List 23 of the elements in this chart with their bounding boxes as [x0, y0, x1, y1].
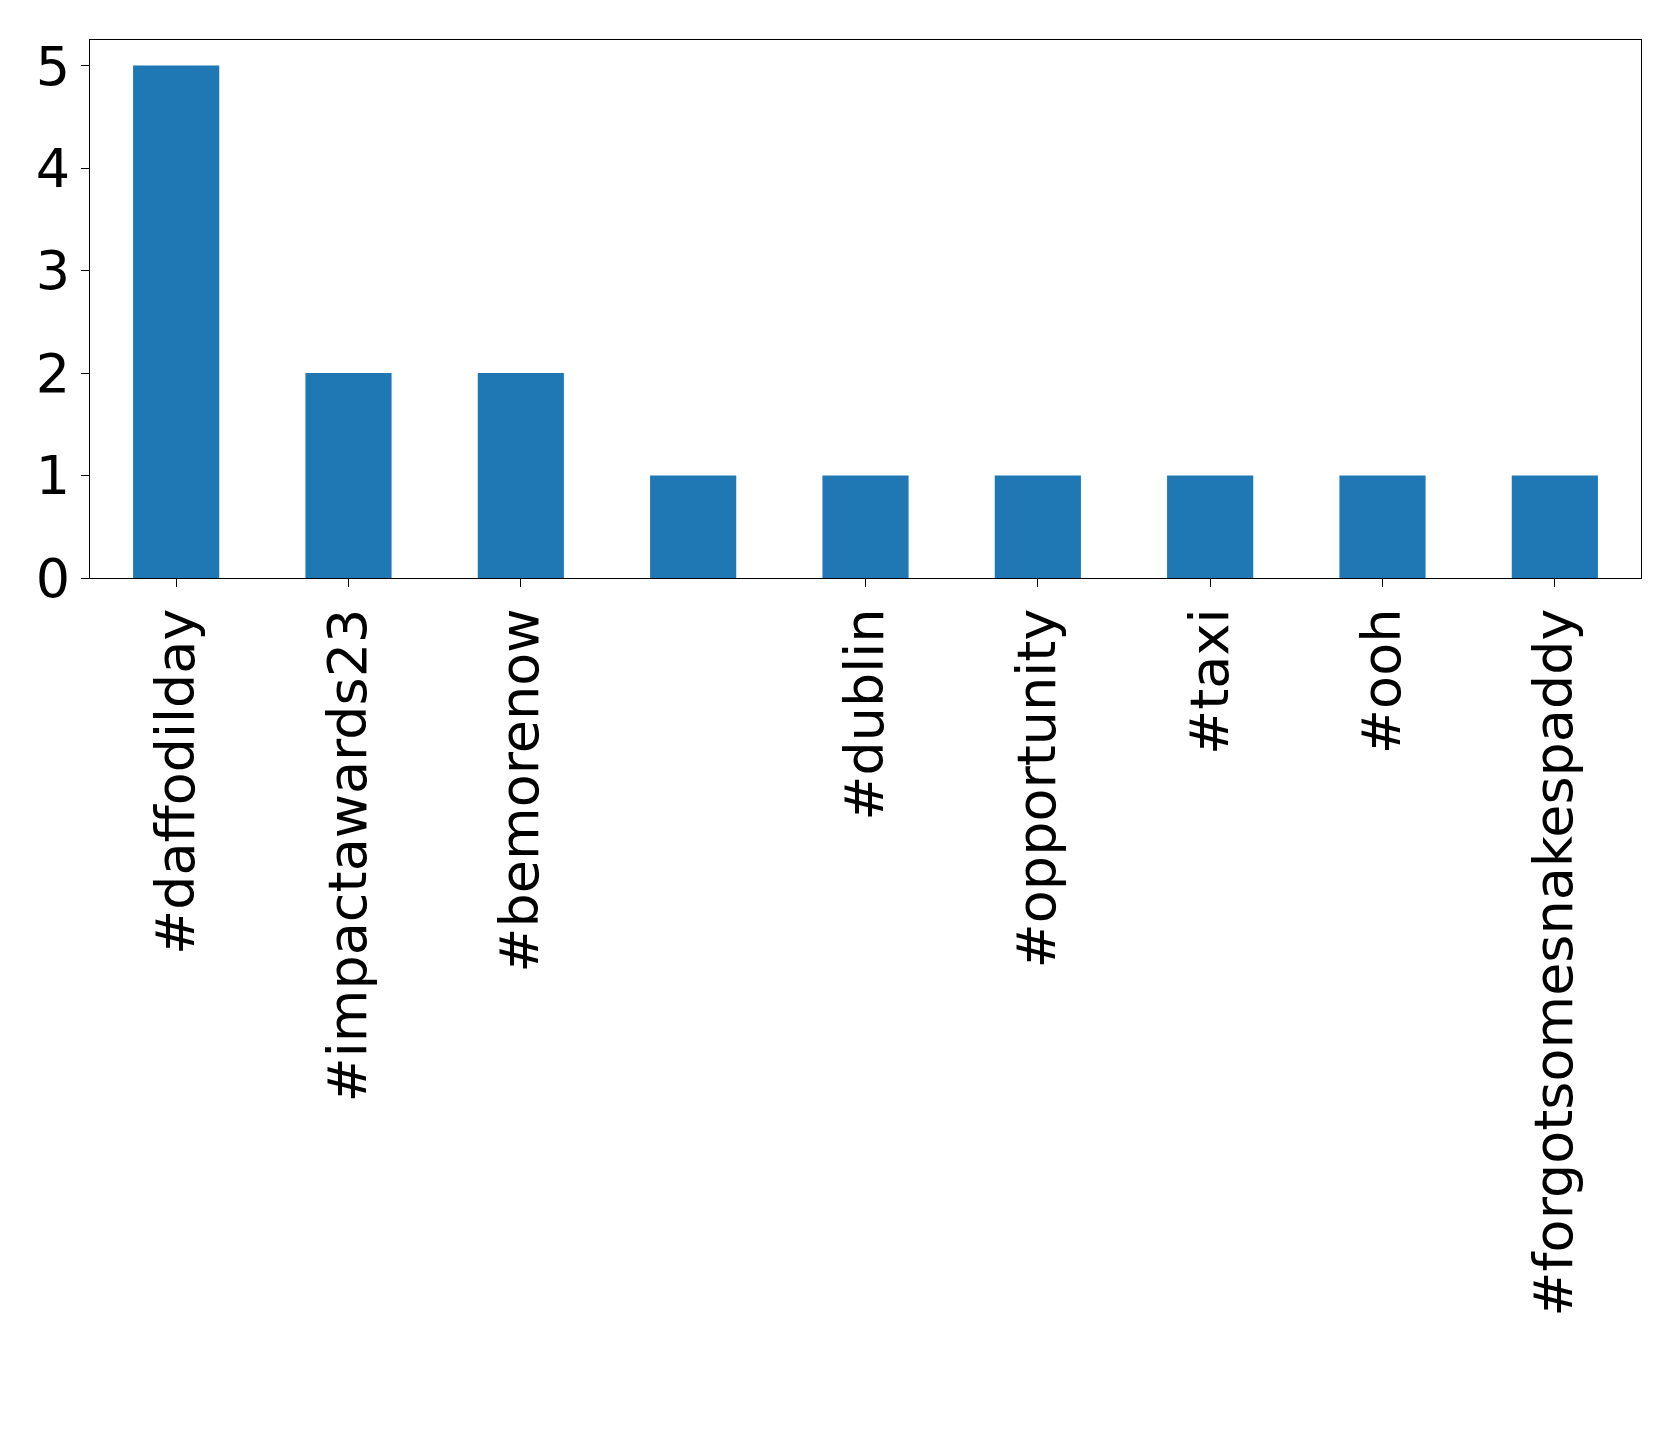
bar [305, 373, 392, 578]
bar [133, 65, 220, 578]
x-tick-label: #bemorenow [488, 608, 552, 973]
x-tick-label: #forgotsomesnakespaddy [1522, 608, 1586, 1317]
y-tick-label: 2 [35, 341, 71, 405]
bar [1511, 475, 1598, 578]
y-tick-label: 5 [35, 34, 71, 98]
x-tick-label: #ooh [1350, 608, 1414, 755]
bar [1339, 475, 1426, 578]
x-tick-label: #dublin [833, 608, 897, 821]
bar [1167, 475, 1254, 578]
y-tick-label: 1 [35, 444, 71, 508]
x-tick-label: #opportunity [1005, 608, 1069, 969]
bar [477, 373, 564, 578]
y-tick-label: 4 [35, 137, 71, 200]
y-tick-label: 0 [35, 546, 71, 610]
x-tick-label: #daffodilday [143, 608, 207, 956]
x-tick-label: #impactawards23 [316, 608, 380, 1103]
bar [994, 475, 1081, 578]
x-tick-label: #taxi [1177, 608, 1241, 756]
bar [822, 475, 909, 578]
bar [650, 475, 737, 578]
y-tick-label: 3 [35, 239, 71, 303]
